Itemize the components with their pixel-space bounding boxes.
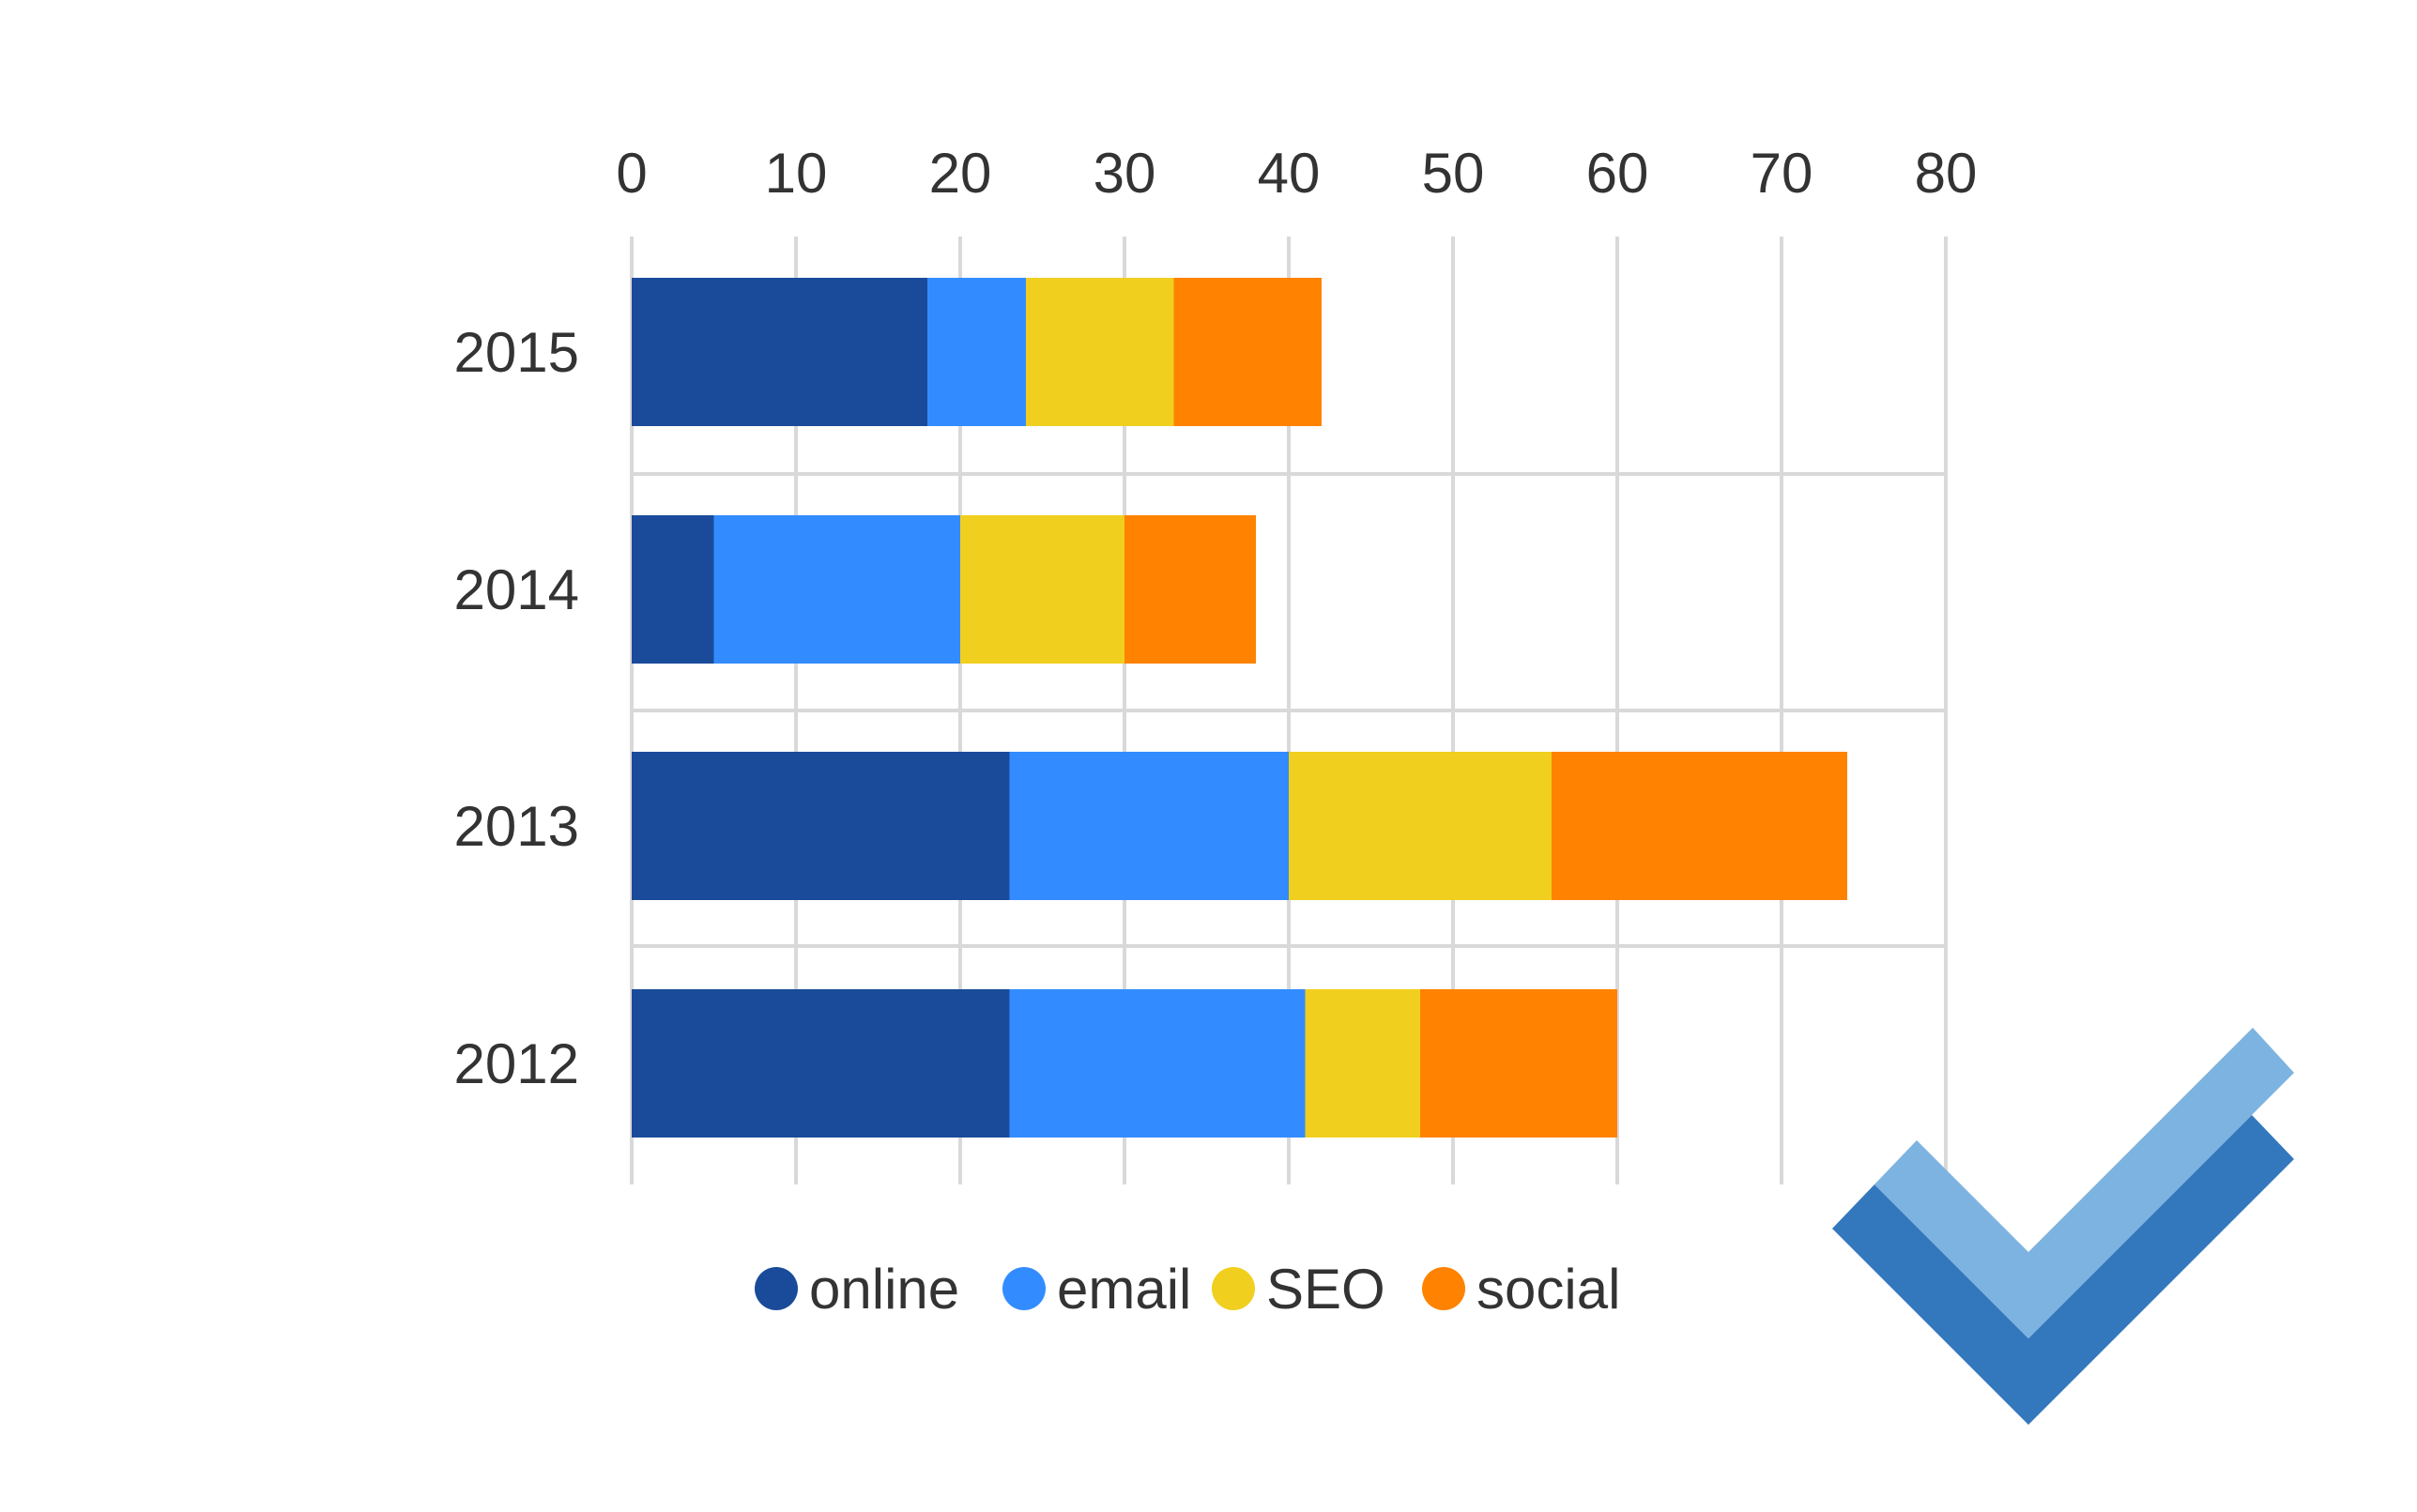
legend-label: SEO <box>1266 1258 1385 1321</box>
bar-2012-seo <box>1305 989 1420 1138</box>
x-tick-label: 40 <box>1258 142 1321 205</box>
legend-label: social <box>1476 1258 1620 1321</box>
x-tick-label: 60 <box>1586 142 1649 205</box>
x-tick-label: 0 <box>616 142 647 205</box>
category-label-2015: 2015 <box>454 321 579 384</box>
x-tick-label: 50 <box>1422 142 1485 205</box>
x-tick-label: 70 <box>1751 142 1813 205</box>
checkmark-icon <box>1832 1028 2294 1425</box>
checkmark-dark-part <box>1832 1115 2294 1425</box>
legend-item-email: email <box>1002 1258 1191 1321</box>
bar-2015-social <box>1173 278 1322 426</box>
bar-2014-online <box>632 515 714 664</box>
legend-swatch <box>1422 1267 1465 1310</box>
x-tick-label: 80 <box>1915 142 1978 205</box>
bars <box>632 278 1847 1138</box>
legend: online email SEO social <box>755 1258 1620 1321</box>
x-axis-ticks: 0 10 20 30 40 50 60 70 80 <box>616 142 1977 205</box>
legend-label: email <box>1057 1258 1191 1321</box>
bar-2014-email <box>713 515 960 664</box>
x-tick-label: 20 <box>929 142 992 205</box>
y-axis-categories: 2015 2014 2013 2012 <box>454 321 579 1095</box>
bar-2013-seo <box>1289 752 1552 900</box>
legend-item-seo: SEO <box>1212 1258 1385 1321</box>
bar-2013-online <box>632 752 1010 900</box>
legend-item-social: social <box>1422 1258 1620 1321</box>
x-tick-label: 10 <box>765 142 828 205</box>
bar-2012-social <box>1420 989 1617 1138</box>
legend-swatch <box>1002 1267 1046 1310</box>
legend-label: online <box>809 1258 959 1321</box>
category-label-2014: 2014 <box>454 558 579 621</box>
bar-2012-online <box>632 989 1010 1138</box>
legend-swatch <box>1212 1267 1255 1310</box>
bar-2013-email <box>1009 752 1289 900</box>
checkmark-light-part <box>1874 1028 2294 1338</box>
category-label-2013: 2013 <box>454 795 579 858</box>
bar-2015-email <box>927 278 1026 426</box>
bar-2014-seo <box>960 515 1124 664</box>
bar-2013-social <box>1552 752 1847 900</box>
bar-2015-seo <box>1026 278 1174 426</box>
bar-2012-email <box>1009 989 1306 1138</box>
legend-item-online: online <box>755 1258 959 1321</box>
category-label-2012: 2012 <box>454 1032 579 1095</box>
legend-swatch <box>755 1267 798 1310</box>
bar-2014-social <box>1124 515 1256 664</box>
x-tick-label: 30 <box>1094 142 1156 205</box>
bar-2015-online <box>632 278 927 426</box>
